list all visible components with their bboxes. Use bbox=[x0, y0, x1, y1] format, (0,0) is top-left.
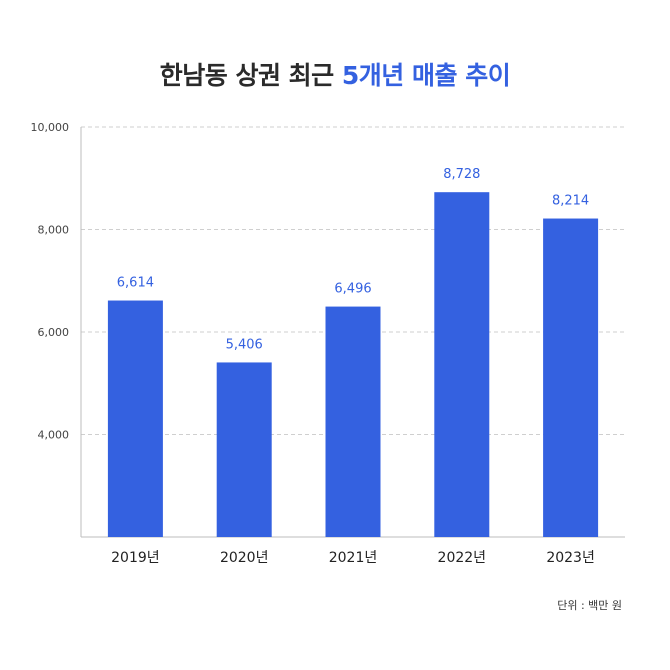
unit-note: 단위 : 백만 원 bbox=[557, 599, 622, 612]
chart-title-highlight: 5개년 매출 추이 bbox=[341, 61, 511, 90]
bar bbox=[434, 192, 490, 537]
x-tick-label: 2021년 bbox=[329, 550, 378, 566]
x-tick-label: 2022년 bbox=[438, 550, 487, 566]
bar bbox=[543, 218, 599, 537]
x-tick-label: 2020년 bbox=[220, 550, 269, 566]
y-tick-label: 10,000 bbox=[31, 121, 70, 134]
x-tick-label: 2019년 bbox=[111, 550, 160, 566]
data-label: 6,614 bbox=[117, 276, 154, 291]
bar bbox=[216, 362, 272, 537]
bars bbox=[107, 192, 599, 537]
data-label: 8,214 bbox=[552, 194, 589, 209]
bar bbox=[107, 300, 163, 537]
data-label: 8,728 bbox=[443, 167, 480, 182]
x-tick-label: 2023년 bbox=[546, 550, 595, 566]
y-tick-label: 4,000 bbox=[38, 429, 70, 442]
chart-title-plain: 한남동 상권 최근 bbox=[159, 61, 334, 90]
data-label: 5,406 bbox=[226, 337, 263, 352]
data-label: 6,496 bbox=[334, 282, 371, 297]
labels: 4,000 6,000 8,000 10,000 6,614 2019년 5,406 2020… bbox=[31, 121, 595, 566]
chart-title: 한남동 상권 최근 5개년 매출 추이 bbox=[0, 56, 670, 92]
y-tick-label: 6,000 bbox=[38, 326, 70, 339]
y-tick-label: 8,000 bbox=[38, 224, 70, 237]
bar bbox=[325, 306, 381, 537]
